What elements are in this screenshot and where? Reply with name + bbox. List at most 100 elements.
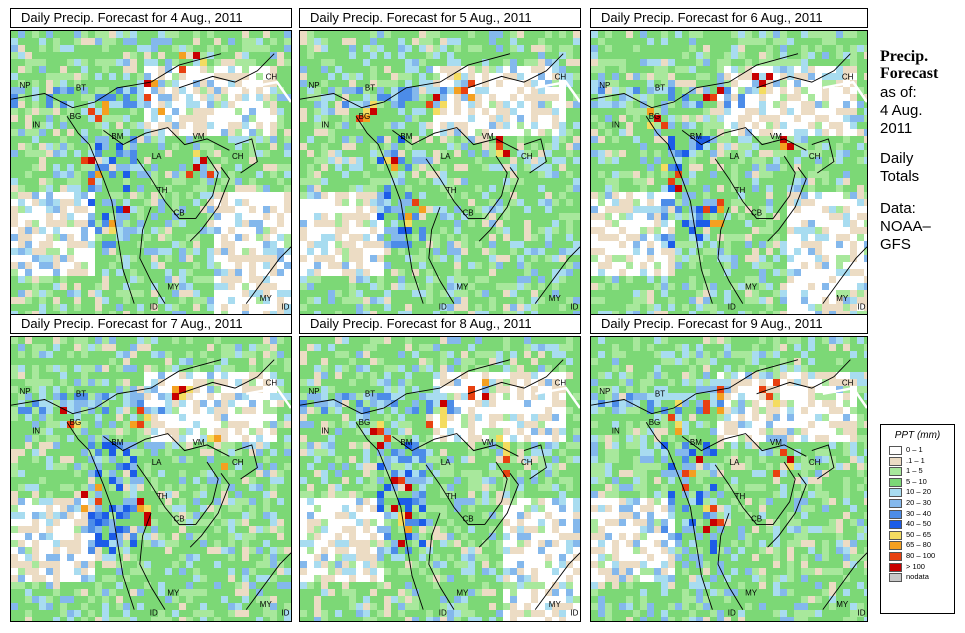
legend-swatch	[889, 477, 902, 487]
caption-data-line1: Data:	[880, 200, 916, 217]
caption-asof: as of:	[880, 84, 917, 101]
legend-item: 65 – 80	[881, 540, 954, 551]
legend-item: 40 – 50	[881, 519, 954, 530]
country-label: BG	[359, 112, 371, 121]
legend-label: 40 – 50	[906, 519, 932, 529]
country-label: MY	[167, 588, 180, 597]
country-label: MY	[549, 600, 562, 609]
caption-totals-line2: Totals	[880, 168, 920, 185]
caption-date-line1: 4 Aug.	[880, 102, 923, 119]
country-label: IN	[612, 121, 620, 130]
country-label: LA	[441, 152, 451, 161]
country-label: BT	[365, 390, 375, 399]
country-label: ID	[858, 302, 866, 311]
precip-field: CH NP BT BG IN BM VM LA TH CB MY ID MY ID CH	[11, 31, 291, 315]
precip-map: CH NP BT BG IN BM VM LA TH CB MY ID MY ID CH	[590, 336, 868, 622]
country-label: CH	[521, 458, 533, 467]
country-label: NP	[599, 387, 610, 396]
country-label: CB	[462, 515, 473, 524]
country-label: ID	[281, 608, 289, 617]
country-label: MY	[260, 294, 273, 303]
country-label: MY	[836, 294, 849, 303]
legend-label: > 100	[906, 561, 925, 571]
country-label: CH	[809, 152, 821, 161]
country-label: MY	[549, 294, 562, 303]
legend-swatch	[889, 520, 902, 530]
legend-label: nodata	[906, 572, 929, 582]
country-label: TH	[157, 186, 168, 195]
country-label: TH	[735, 186, 746, 195]
precip-map: CH NP BT BG IN BM VM LA TH CB MY ID MY ID CH	[10, 30, 292, 316]
legend-swatch	[889, 467, 902, 477]
country-label: CH	[809, 458, 821, 467]
legend-label: 10 – 20	[906, 487, 932, 497]
country-label: ID	[858, 608, 866, 617]
precip-map: CH NP BT BG IN BM VM LA TH CB MY ID MY ID CH	[299, 336, 581, 622]
country-label: ID	[281, 302, 289, 311]
caption-totals-line1: Daily	[880, 150, 914, 167]
country-label: BM	[690, 438, 702, 447]
country-label: MY	[260, 600, 273, 609]
country-label: MY	[456, 588, 469, 597]
legend-swatch	[889, 541, 902, 551]
country-label: CH	[232, 152, 244, 161]
country-label: NP	[19, 81, 30, 90]
country-label: ID	[728, 302, 736, 311]
legend-label: 0 – 1	[906, 445, 923, 454]
precip-field: CH NP BT BG IN BM VM LA TH CB MY ID MY ID CH	[591, 337, 867, 621]
country-label: BT	[655, 84, 665, 93]
country-label: ID	[439, 302, 447, 311]
country-label: MY	[836, 600, 849, 609]
panel-title: Daily Precip. Forecast for 6 Aug., 2011	[590, 8, 868, 28]
caption-data-line3: GFS	[880, 236, 911, 253]
caption-date-line2: 2011	[880, 120, 913, 137]
country-label: NP	[599, 81, 610, 90]
legend-item: 5 – 10	[881, 477, 954, 488]
country-label: CB	[751, 209, 762, 218]
legend-label: 50 – 65	[906, 529, 932, 539]
country-label: CH	[232, 458, 244, 467]
legend-label: 80 – 100	[906, 550, 936, 560]
country-label: VM	[193, 438, 205, 447]
precip-map: CH NP BT BG IN BM VM LA TH CB MY ID MY ID CH	[299, 30, 581, 316]
country-label: TH	[446, 186, 457, 195]
precip-field: CH NP BT BG IN BM VM LA TH CB MY ID MY ID CH	[591, 31, 867, 315]
country-label: MY	[745, 282, 758, 291]
legend-item: 30 – 40	[881, 509, 954, 520]
precip-field: CH NP BT BG IN BM VM LA TH CB MY ID MY ID CH	[300, 31, 580, 315]
legend-swatch	[889, 509, 902, 519]
country-label: LA	[441, 458, 451, 467]
caption-title-line2: Forecast	[880, 65, 939, 82]
precip-field: CH NP BT BG IN BM VM LA TH CB MY ID MY ID CH	[300, 337, 580, 621]
country-label: BG	[359, 418, 371, 427]
country-label: BM	[111, 438, 123, 447]
country-label: TH	[446, 492, 457, 501]
legend-label: 1 – 5	[906, 466, 923, 476]
country-label: CB	[173, 209, 184, 218]
country-label: LA	[730, 458, 740, 467]
country-label: VM	[193, 132, 205, 141]
legend-swatch	[889, 573, 902, 583]
legend-item: .1 – 1	[881, 456, 954, 467]
country-label: CH	[555, 72, 567, 81]
legend-item: > 100	[881, 562, 954, 573]
country-label: ID	[150, 608, 158, 617]
country-label: NP	[308, 81, 319, 90]
legend-item: 50 – 65	[881, 530, 954, 541]
country-label: CH	[842, 378, 854, 387]
precip-map: CH NP BT BG IN BM VM LA TH CB MY ID MY ID CH	[590, 30, 868, 316]
legend-swatch	[889, 498, 902, 508]
country-label: ID	[150, 302, 158, 311]
country-label: BT	[76, 390, 86, 399]
country-label: BG	[649, 112, 661, 121]
legend-swatch	[889, 488, 902, 498]
legend-item: 0 – 1	[881, 445, 954, 456]
country-label: TH	[157, 492, 168, 501]
country-label: BG	[70, 418, 82, 427]
legend-item: 80 – 100	[881, 551, 954, 562]
caption-title-line1: Precip.	[880, 48, 929, 65]
country-label: IN	[612, 427, 620, 436]
legend-swatch	[889, 446, 902, 455]
legend-item: 20 – 30	[881, 498, 954, 509]
